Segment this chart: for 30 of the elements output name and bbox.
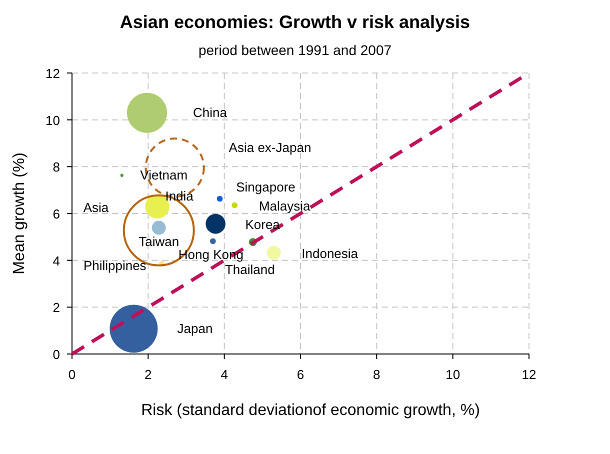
annotation: China xyxy=(193,105,228,120)
y-tick-label: 2 xyxy=(52,300,60,316)
annotation: Indonesia xyxy=(302,246,359,261)
x-tick-label: 8 xyxy=(373,367,380,382)
y-tick-label: 6 xyxy=(52,206,60,222)
y-tick-label: 0 xyxy=(52,347,60,362)
annotation: Singapore xyxy=(236,180,296,195)
annotation: Korea xyxy=(245,216,281,232)
y-tick-label: 4 xyxy=(52,253,60,268)
x-tick-label: 6 xyxy=(296,367,304,382)
annotation: Vietnam xyxy=(140,167,188,182)
chart-subtitle: period between 1991 and 2007 xyxy=(198,42,392,58)
x-tick-label: 12 xyxy=(522,367,536,382)
x-tick-label: 2 xyxy=(144,367,152,382)
chart-title: Asian economies: Growth v risk analysis xyxy=(120,12,470,32)
annotation: Malaysia xyxy=(258,198,312,214)
y-tick-label: 8 xyxy=(52,160,60,175)
y-axis-title: Mean growth (%) xyxy=(11,152,28,274)
annotation: Japan xyxy=(177,321,213,336)
annotation: Philippines xyxy=(83,258,147,273)
annotation: Taiwan xyxy=(138,234,180,249)
x-axis-title: Risk (standard deviationof economic growth, %) xyxy=(141,402,480,419)
y-tick-label: 12 xyxy=(46,66,60,81)
y-tick-label: 10 xyxy=(46,112,60,128)
x-tick-label: 0 xyxy=(68,367,76,382)
annotation: Thailand xyxy=(224,262,275,278)
x-tick-label: 10 xyxy=(446,367,460,382)
x-tick-label: 4 xyxy=(220,367,228,382)
annotation: Asia xyxy=(83,200,110,215)
annotation: Asia ex-Japan xyxy=(228,140,312,155)
